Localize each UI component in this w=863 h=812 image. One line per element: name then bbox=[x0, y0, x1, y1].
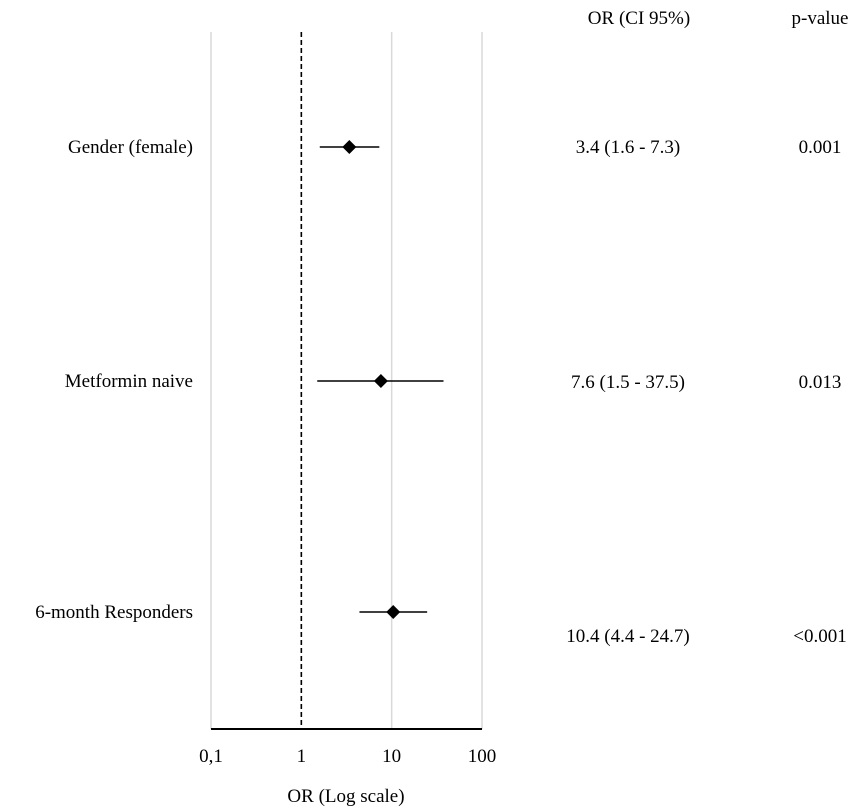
row-label: 6-month Responders bbox=[35, 602, 193, 623]
row-label: Metformin naive bbox=[65, 371, 193, 392]
p-value: 0.001 bbox=[799, 137, 842, 158]
x-tick-label: 100 bbox=[468, 746, 497, 767]
or-ci-value: 7.6 (1.5 - 37.5) bbox=[571, 372, 685, 393]
row-label: Gender (female) bbox=[68, 137, 193, 158]
or-marker bbox=[373, 374, 388, 388]
p-value: <0.001 bbox=[793, 626, 846, 647]
x-tick-label: 10 bbox=[382, 746, 401, 767]
x-tick-label: 0,1 bbox=[199, 746, 223, 767]
p-value: 0.013 bbox=[799, 372, 842, 393]
or-marker bbox=[386, 605, 401, 619]
or-ci-value: 10.4 (4.4 - 24.7) bbox=[566, 626, 689, 647]
header-p-value: p-value bbox=[792, 8, 849, 29]
or-ci-value: 3.4 (1.6 - 7.3) bbox=[576, 137, 680, 158]
or-marker bbox=[342, 140, 357, 154]
x-axis-label: OR (Log scale) bbox=[287, 786, 404, 807]
x-tick-label: 1 bbox=[297, 746, 307, 767]
header-or: OR (CI 95%) bbox=[588, 8, 690, 29]
